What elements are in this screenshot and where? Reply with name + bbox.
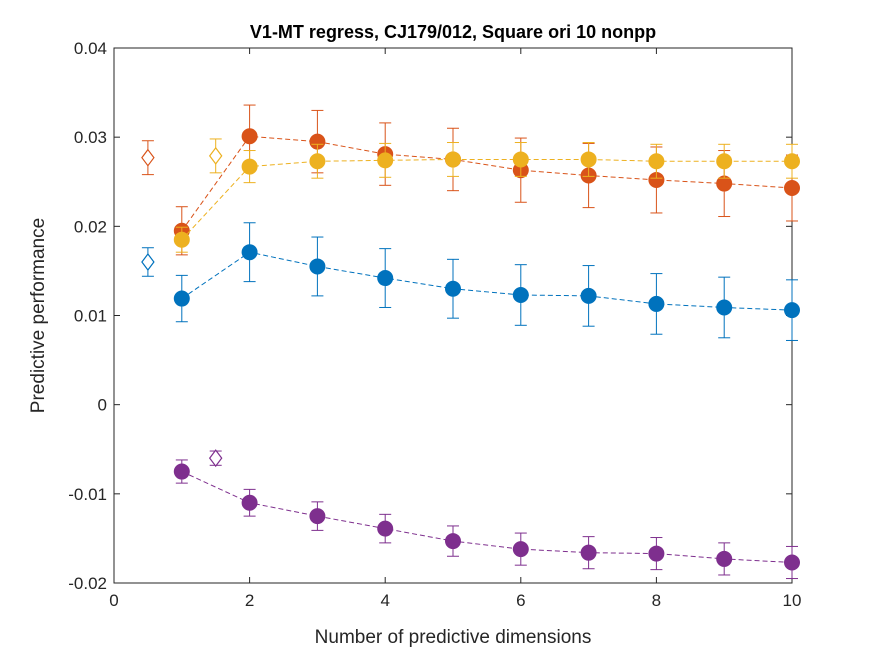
data-point: [377, 152, 394, 169]
data-point: [716, 153, 733, 170]
data-point: [309, 258, 326, 275]
x-tick-label: 2: [245, 591, 254, 610]
data-point: [580, 151, 597, 168]
x-tick-label: 4: [380, 591, 389, 610]
data-point: [648, 295, 665, 312]
data-point: [377, 270, 394, 287]
y-tick-label: -0.01: [68, 485, 107, 504]
axis-ticks: 0 2 4 6 8 10 -0.02 -0.01 0 0.01 0.02 0.03 0.04: [68, 39, 801, 610]
data-point: [173, 290, 190, 307]
data-point: [648, 545, 665, 562]
data-point: [445, 151, 461, 168]
y-tick-label: 0: [98, 396, 107, 415]
reference-diamond: [208, 146, 223, 165]
x-tick-label: 0: [109, 591, 118, 610]
x-tick-label: 8: [652, 591, 661, 610]
series-line: [181, 158, 792, 241]
chart-title: V1-MT regress, CJ179/012, Square ori 10 …: [250, 22, 656, 42]
data-point: [377, 520, 394, 537]
series-line: [181, 135, 793, 232]
data-point: [445, 280, 461, 297]
data-point: [445, 533, 461, 550]
data-point: [784, 302, 800, 319]
data-point: [716, 299, 733, 316]
data-point: [512, 286, 529, 303]
series-line: [181, 471, 793, 563]
reference-diamond: [208, 449, 223, 468]
reference-point: [208, 138, 223, 174]
data-point: [309, 153, 326, 170]
data-point: [241, 244, 258, 261]
reference-point: [141, 247, 155, 277]
x-tick-label: 10: [783, 591, 802, 610]
y-tick-label: 0.03: [74, 128, 107, 147]
data-point: [716, 550, 733, 567]
series-layer: [141, 104, 800, 580]
data-point: [173, 231, 190, 248]
reference-diamond: [141, 253, 155, 271]
reference-point: [141, 140, 155, 176]
reference-point: [208, 449, 223, 468]
series-4: [173, 449, 800, 580]
data-point: [580, 544, 597, 561]
y-tick-label: 0.04: [74, 39, 107, 58]
data-point: [241, 128, 258, 145]
x-axis-label: Number of predictive dimensions: [315, 627, 592, 648]
data-point: [241, 494, 258, 511]
reference-diamond: [141, 148, 155, 167]
data-point: [784, 554, 800, 571]
data-point: [784, 179, 800, 196]
series-line: [181, 251, 793, 311]
y-tick-label: 0.01: [74, 307, 107, 326]
data-point: [580, 287, 597, 304]
y-tick-label: 0.02: [74, 217, 107, 236]
data-point: [512, 151, 529, 168]
data-point: [512, 541, 529, 558]
series-3: [173, 138, 800, 253]
data-point: [309, 508, 326, 525]
data-point: [241, 158, 258, 175]
series-1: [141, 222, 800, 341]
data-point: [648, 153, 665, 170]
x-tick-label: 6: [516, 591, 525, 610]
y-tick-label: -0.02: [68, 574, 107, 593]
y-axis-label: Predictive performance: [28, 218, 49, 413]
data-point: [784, 153, 800, 170]
data-point: [173, 463, 190, 480]
